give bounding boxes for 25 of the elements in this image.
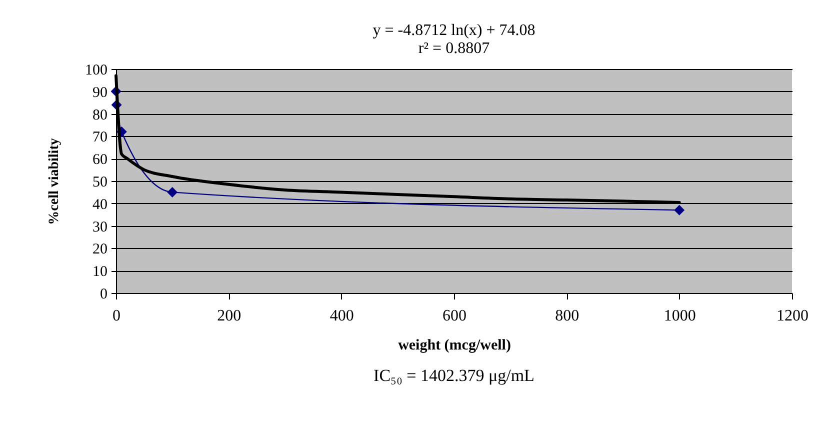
y-tick-label: 20	[92, 242, 108, 258]
y-axis-title: %cell viability	[47, 138, 62, 225]
x-tick-label: 1000	[664, 308, 696, 324]
y-tick-label: 30	[92, 219, 108, 236]
y-tick-label: 60	[92, 152, 108, 168]
text: IC₅₀ = 1402.379 μg/mL	[372, 366, 536, 386]
y-tick-label: 90	[92, 84, 108, 101]
y-tick-label: 70	[92, 130, 108, 146]
y-tick-label: 40	[92, 196, 108, 213]
x-tick-label: 600	[442, 308, 466, 324]
x-tick-label: 800	[555, 308, 580, 324]
point	[167, 186, 178, 198]
chart-title: y = -4.8712 ln(x) + 74.08	[372, 22, 536, 39]
x-tick-label: 0	[112, 308, 120, 324]
x-axis-title: weight (mcg/well)	[398, 338, 511, 354]
x-tick-label: 400	[330, 308, 354, 324]
y-tick-label: 80	[92, 107, 108, 124]
x-tick-label: 200	[217, 308, 242, 324]
y-tick-label: 0	[100, 286, 108, 302]
y-tick-label: 100	[85, 62, 108, 78]
y-tick-label: 50	[92, 174, 108, 190]
y-tick-label: 10	[92, 264, 108, 280]
x-tick-label: 1200	[776, 308, 808, 324]
chart-subtitle: r² = 0.8807	[418, 40, 490, 57]
point	[674, 204, 685, 216]
